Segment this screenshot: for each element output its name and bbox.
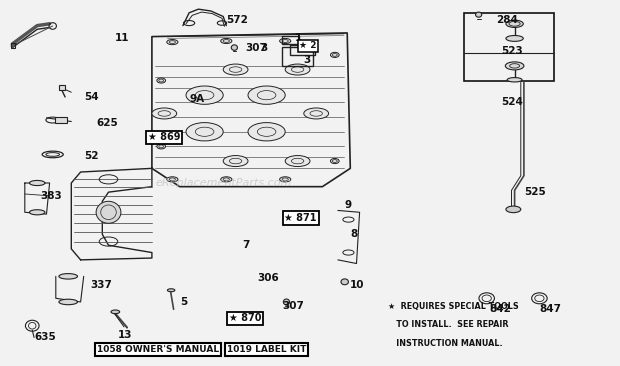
Text: 8: 8 xyxy=(350,229,358,239)
Ellipse shape xyxy=(221,38,232,44)
Ellipse shape xyxy=(223,64,248,75)
Text: eReplacementParts.com: eReplacementParts.com xyxy=(155,178,291,188)
Text: ★ 871: ★ 871 xyxy=(285,213,317,223)
Text: 13: 13 xyxy=(118,330,132,340)
Ellipse shape xyxy=(341,279,348,285)
Bar xyxy=(282,47,313,66)
Ellipse shape xyxy=(283,299,290,305)
Text: 3: 3 xyxy=(304,55,311,66)
Text: 9A: 9A xyxy=(189,94,204,104)
Text: 1: 1 xyxy=(294,33,302,44)
Ellipse shape xyxy=(507,78,522,82)
Text: INSTRUCTION MANUAL.: INSTRUCTION MANUAL. xyxy=(388,339,502,348)
Ellipse shape xyxy=(111,310,120,314)
Ellipse shape xyxy=(248,86,285,104)
Ellipse shape xyxy=(506,36,523,41)
Text: 3: 3 xyxy=(260,42,268,53)
Text: ★  REQUIRES SPECIAL TOOLS: ★ REQUIRES SPECIAL TOOLS xyxy=(388,302,518,311)
Text: 54: 54 xyxy=(84,92,99,102)
Ellipse shape xyxy=(186,123,223,141)
Text: 337: 337 xyxy=(90,280,112,291)
Ellipse shape xyxy=(285,64,310,75)
Text: ★ 870: ★ 870 xyxy=(229,313,261,324)
Ellipse shape xyxy=(476,12,482,17)
Text: 5: 5 xyxy=(180,297,187,307)
Ellipse shape xyxy=(506,206,521,213)
Text: 306: 306 xyxy=(257,273,279,283)
Text: 1019 LABEL KIT: 1019 LABEL KIT xyxy=(227,345,306,354)
Text: 307: 307 xyxy=(245,42,267,53)
Text: 842: 842 xyxy=(490,304,511,314)
Ellipse shape xyxy=(231,45,237,50)
Text: 284: 284 xyxy=(496,15,518,25)
Ellipse shape xyxy=(330,158,339,164)
Ellipse shape xyxy=(330,52,339,57)
Ellipse shape xyxy=(505,62,524,70)
Ellipse shape xyxy=(167,289,175,292)
Ellipse shape xyxy=(157,144,166,149)
Text: 847: 847 xyxy=(539,304,561,314)
Text: 524: 524 xyxy=(501,97,523,108)
Ellipse shape xyxy=(223,156,248,167)
Ellipse shape xyxy=(506,20,523,27)
Ellipse shape xyxy=(167,177,178,182)
Ellipse shape xyxy=(59,274,78,279)
Ellipse shape xyxy=(285,156,310,167)
Text: TO INSTALL.  SEE REPAIR: TO INSTALL. SEE REPAIR xyxy=(388,320,508,329)
Text: 9: 9 xyxy=(344,200,351,210)
Text: 11: 11 xyxy=(115,33,129,44)
Ellipse shape xyxy=(29,180,45,186)
Text: 1058 OWNER'S MANUAL: 1058 OWNER'S MANUAL xyxy=(97,345,219,354)
Text: ★ 2: ★ 2 xyxy=(299,41,317,50)
Ellipse shape xyxy=(152,108,177,119)
Text: ★ 869: ★ 869 xyxy=(148,132,180,142)
Text: 307: 307 xyxy=(282,300,304,311)
Ellipse shape xyxy=(157,78,166,83)
Bar xyxy=(282,36,299,44)
Bar xyxy=(464,13,554,81)
Ellipse shape xyxy=(59,299,78,305)
Text: 572: 572 xyxy=(226,15,248,25)
Bar xyxy=(55,117,67,123)
Ellipse shape xyxy=(221,177,232,182)
Text: 523: 523 xyxy=(501,46,523,56)
Text: 635: 635 xyxy=(34,332,56,342)
Text: 383: 383 xyxy=(40,191,62,201)
Bar xyxy=(59,85,65,90)
Ellipse shape xyxy=(280,38,291,44)
Text: 7: 7 xyxy=(242,240,249,250)
Ellipse shape xyxy=(280,177,291,182)
Ellipse shape xyxy=(167,40,178,45)
Text: 525: 525 xyxy=(524,187,546,197)
Ellipse shape xyxy=(304,108,329,119)
Ellipse shape xyxy=(96,201,121,223)
Text: 625: 625 xyxy=(96,117,118,128)
Ellipse shape xyxy=(29,210,45,215)
Text: 10: 10 xyxy=(350,280,365,291)
Text: 52: 52 xyxy=(84,150,98,161)
Bar xyxy=(11,43,15,48)
Ellipse shape xyxy=(186,86,223,104)
Bar xyxy=(290,45,315,55)
Ellipse shape xyxy=(248,123,285,141)
